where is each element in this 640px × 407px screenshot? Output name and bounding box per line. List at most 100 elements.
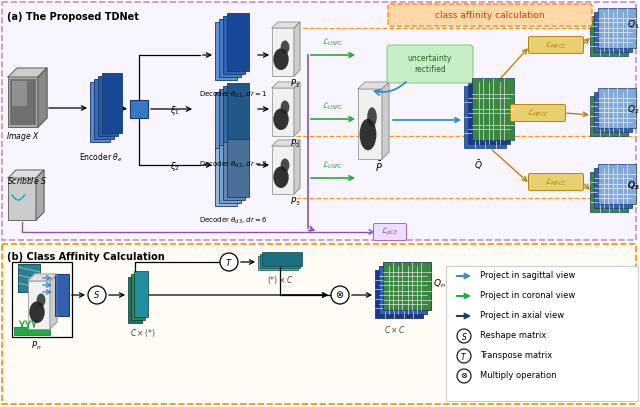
Text: uncertainty
rectified: uncertainty rectified bbox=[408, 54, 452, 74]
Ellipse shape bbox=[273, 166, 289, 188]
Text: Project in sagittal view: Project in sagittal view bbox=[480, 271, 575, 280]
Bar bbox=[215, 148, 237, 206]
Bar bbox=[102, 73, 122, 133]
Text: Project in axial view: Project in axial view bbox=[480, 311, 564, 320]
Polygon shape bbox=[50, 274, 57, 329]
Polygon shape bbox=[294, 22, 300, 76]
Bar bbox=[227, 83, 249, 141]
Circle shape bbox=[331, 286, 349, 304]
Bar bbox=[12, 262, 72, 337]
Text: Encoder $\theta_e$: Encoder $\theta_e$ bbox=[79, 152, 123, 164]
Polygon shape bbox=[38, 68, 47, 127]
Text: $T$: $T$ bbox=[460, 350, 468, 361]
Bar bbox=[590, 16, 628, 56]
FancyBboxPatch shape bbox=[511, 105, 566, 122]
FancyBboxPatch shape bbox=[529, 173, 584, 190]
Bar bbox=[594, 92, 632, 132]
Bar bbox=[8, 178, 36, 220]
Bar bbox=[215, 22, 237, 80]
Text: $P_n$: $P_n$ bbox=[31, 339, 41, 352]
Ellipse shape bbox=[280, 158, 289, 172]
Circle shape bbox=[220, 253, 238, 271]
FancyBboxPatch shape bbox=[387, 45, 473, 83]
Bar bbox=[590, 172, 628, 212]
Polygon shape bbox=[8, 170, 44, 178]
Bar bbox=[223, 16, 245, 74]
Bar bbox=[594, 12, 632, 52]
Bar bbox=[590, 96, 628, 136]
Bar bbox=[598, 8, 636, 48]
Text: $C \times (*)$: $C \times (*)$ bbox=[130, 327, 156, 339]
Text: (a) The Proposed TDNet: (a) The Proposed TDNet bbox=[7, 12, 139, 22]
Bar bbox=[594, 168, 632, 208]
Polygon shape bbox=[382, 82, 389, 159]
Bar bbox=[55, 274, 69, 316]
Text: $\xi_1$: $\xi_1$ bbox=[170, 104, 180, 117]
Bar bbox=[227, 139, 249, 197]
Bar bbox=[223, 142, 245, 200]
Text: Decoder $\theta_{d1}$, $dr=1$: Decoder $\theta_{d1}$, $dr=1$ bbox=[199, 90, 268, 100]
Bar bbox=[227, 13, 249, 71]
Polygon shape bbox=[272, 140, 300, 146]
Circle shape bbox=[457, 349, 471, 363]
Bar bbox=[131, 274, 145, 320]
Polygon shape bbox=[294, 82, 300, 136]
Ellipse shape bbox=[367, 107, 377, 127]
Bar bbox=[10, 79, 36, 125]
Text: class affinity calculation: class affinity calculation bbox=[435, 11, 545, 20]
Ellipse shape bbox=[280, 40, 289, 54]
Text: Transpose matrix: Transpose matrix bbox=[480, 352, 552, 361]
Bar bbox=[262, 252, 302, 266]
Bar bbox=[258, 256, 298, 270]
Polygon shape bbox=[358, 82, 389, 89]
Text: Reshape matrix: Reshape matrix bbox=[480, 331, 547, 341]
Text: Scribble $S$: Scribble $S$ bbox=[7, 175, 47, 186]
Text: $T$: $T$ bbox=[225, 256, 233, 267]
Bar bbox=[272, 146, 294, 194]
Bar bbox=[219, 89, 241, 147]
Text: $C \times C$: $C \times C$ bbox=[384, 324, 406, 335]
Text: Decoder $\theta_{d3}$, $dr=6$: Decoder $\theta_{d3}$, $dr=6$ bbox=[198, 216, 268, 226]
Bar bbox=[28, 281, 50, 329]
Text: $P_2$: $P_2$ bbox=[290, 138, 300, 151]
Bar bbox=[472, 78, 514, 140]
Text: Image $X$: Image $X$ bbox=[6, 130, 40, 143]
Circle shape bbox=[457, 369, 471, 383]
Polygon shape bbox=[28, 274, 57, 281]
Polygon shape bbox=[8, 68, 47, 77]
Text: $\mathcal{L}_{USPC}$: $\mathcal{L}_{USPC}$ bbox=[322, 160, 344, 171]
Bar bbox=[219, 19, 241, 77]
Text: Multiply operation: Multiply operation bbox=[480, 372, 557, 381]
Bar bbox=[219, 145, 241, 203]
Bar bbox=[446, 266, 638, 401]
Text: $Q_1$: $Q_1$ bbox=[627, 19, 639, 31]
Circle shape bbox=[88, 286, 106, 304]
Text: $S$: $S$ bbox=[461, 330, 467, 341]
Polygon shape bbox=[294, 140, 300, 194]
Bar bbox=[90, 82, 110, 142]
Bar bbox=[464, 86, 506, 148]
Text: $P_1$: $P_1$ bbox=[290, 78, 300, 90]
Bar bbox=[130, 100, 148, 118]
Bar bbox=[98, 76, 118, 136]
FancyBboxPatch shape bbox=[529, 37, 584, 53]
Text: $\xi_2$: $\xi_2$ bbox=[170, 160, 180, 173]
Text: $Q_3$: $Q_3$ bbox=[627, 180, 639, 192]
Text: $P_3$: $P_3$ bbox=[290, 196, 300, 208]
Bar bbox=[2, 2, 636, 240]
Text: $Q_n$: $Q_n$ bbox=[433, 278, 445, 291]
Bar bbox=[598, 164, 636, 204]
Bar bbox=[375, 270, 423, 318]
Bar bbox=[215, 92, 237, 150]
Polygon shape bbox=[36, 170, 44, 220]
Ellipse shape bbox=[36, 293, 45, 307]
Bar bbox=[358, 89, 382, 159]
Text: $\mathcal{L}_{MPCC}$: $\mathcal{L}_{MPCC}$ bbox=[545, 39, 567, 51]
Text: $\mathcal{L}_{USPC}$: $\mathcal{L}_{USPC}$ bbox=[322, 101, 344, 112]
Text: $\mathcal{L}_{MPCC}$: $\mathcal{L}_{MPCC}$ bbox=[545, 176, 567, 188]
Bar bbox=[14, 327, 50, 335]
Ellipse shape bbox=[273, 48, 289, 70]
Bar bbox=[379, 266, 427, 314]
Bar bbox=[134, 271, 148, 317]
Ellipse shape bbox=[273, 108, 289, 130]
